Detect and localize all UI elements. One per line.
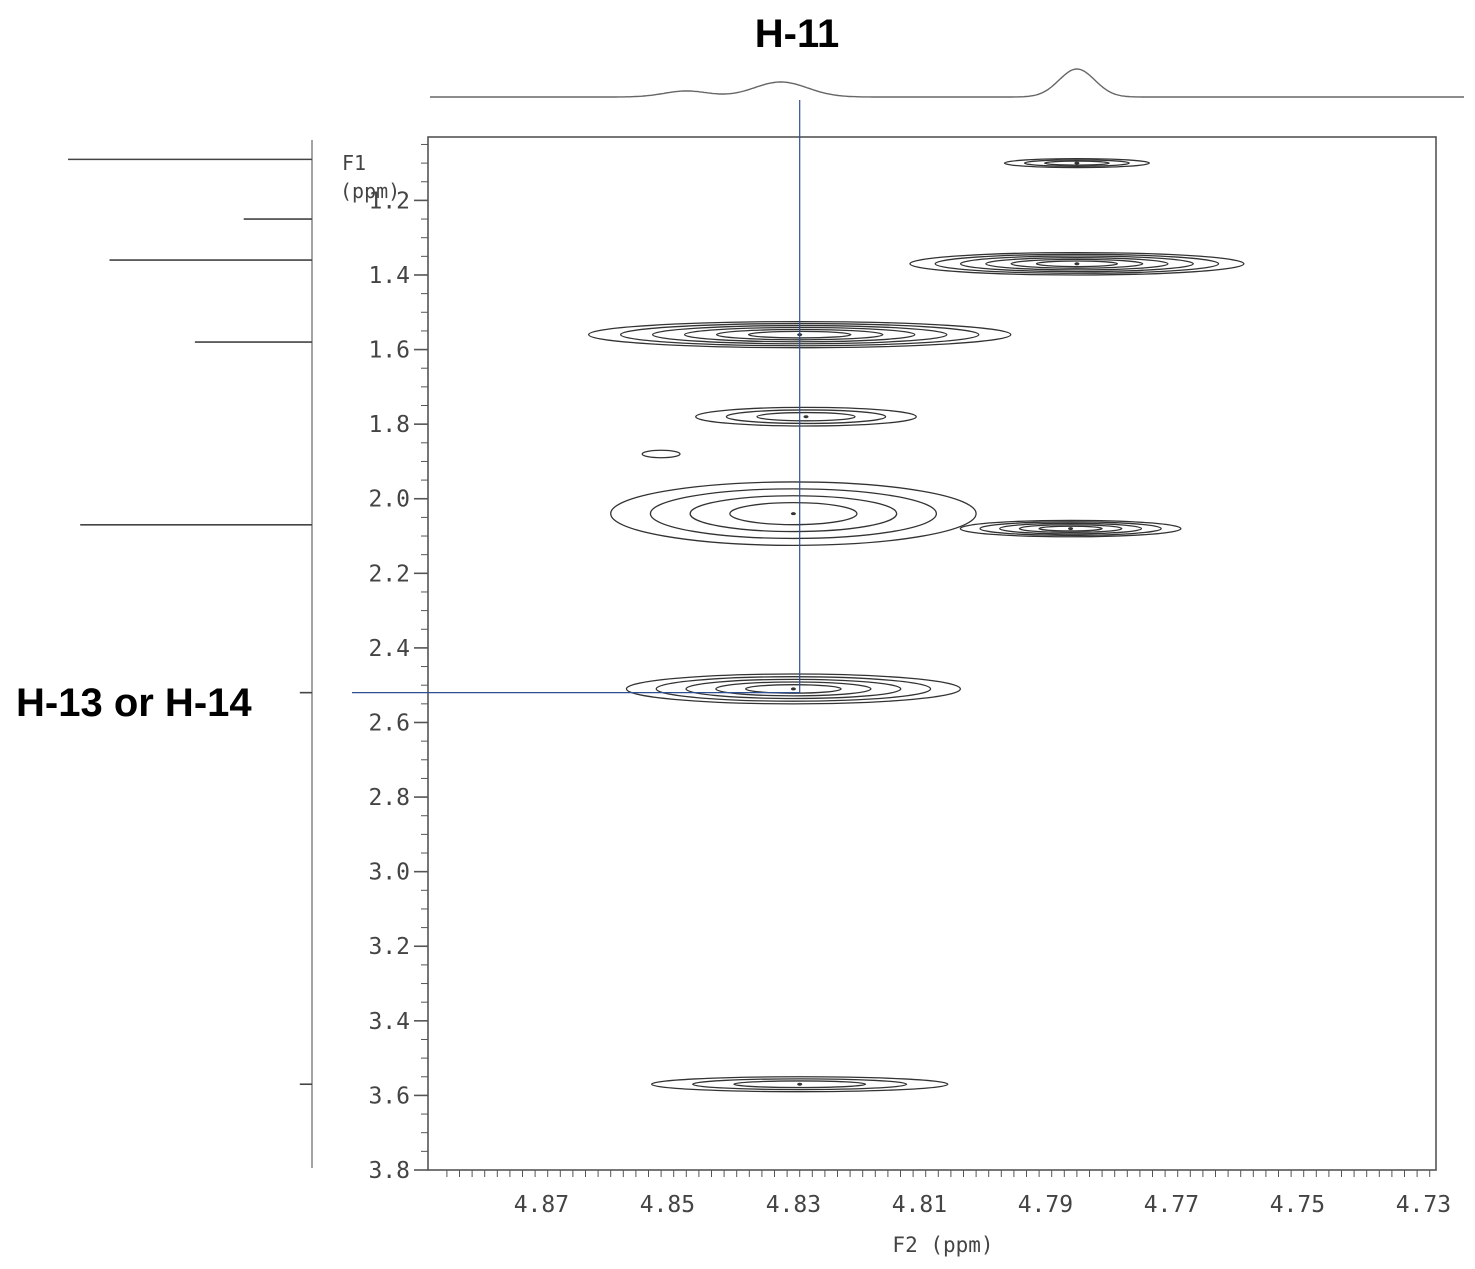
contour-level bbox=[1038, 525, 1103, 532]
contour-level bbox=[729, 501, 858, 526]
y-tick-label: 3.4 bbox=[368, 1009, 410, 1035]
contour-level bbox=[909, 251, 1245, 276]
y-axis-label-unit: (ppm) bbox=[340, 179, 400, 203]
x-tick-label: 4.77 bbox=[1144, 1192, 1199, 1218]
contour-level bbox=[979, 521, 1162, 536]
peak-center bbox=[790, 512, 796, 516]
x-tick-label: 4.81 bbox=[892, 1192, 947, 1218]
x-tick-label: 4.79 bbox=[1018, 1192, 1073, 1218]
contour-level bbox=[999, 522, 1143, 535]
y-tick-label: 1.2 bbox=[368, 188, 410, 214]
x-tick-label: 4.87 bbox=[514, 1192, 569, 1218]
contour-level bbox=[1003, 157, 1151, 169]
contour-level bbox=[1023, 159, 1130, 167]
contour-level bbox=[689, 495, 898, 533]
contour-level bbox=[959, 519, 1182, 538]
contour-level bbox=[692, 1078, 908, 1091]
y-tick-label: 2.4 bbox=[368, 636, 410, 662]
cross-peak bbox=[641, 449, 681, 459]
contour-level bbox=[651, 1076, 949, 1093]
contour-level bbox=[625, 673, 962, 705]
f2-projection-line bbox=[430, 68, 1464, 98]
contour-level bbox=[1018, 524, 1123, 534]
contour-level bbox=[725, 409, 887, 425]
y-tick-label: 2.2 bbox=[368, 561, 410, 587]
cross-peak-contours bbox=[588, 157, 1245, 1093]
peak-center bbox=[1068, 527, 1074, 531]
contour-level bbox=[1044, 160, 1110, 166]
peak-center bbox=[1074, 262, 1080, 266]
contour-level bbox=[959, 255, 1194, 273]
cross-peak bbox=[1003, 157, 1151, 169]
contour-level bbox=[649, 488, 938, 540]
contour-level bbox=[985, 257, 1169, 271]
contour-level bbox=[610, 481, 977, 547]
plot-frame bbox=[427, 136, 1437, 1171]
cross-peak bbox=[909, 251, 1245, 276]
contour-level bbox=[695, 406, 917, 427]
cross-peak bbox=[959, 519, 1182, 538]
h11-annotation: H-11 bbox=[755, 12, 840, 56]
y-tick-label: 2.8 bbox=[368, 785, 410, 811]
contour-level bbox=[685, 678, 902, 700]
y-tick-label: 3.2 bbox=[368, 934, 410, 960]
y-tick-label: 3.0 bbox=[368, 860, 410, 886]
x-axis-label: F2 (ppm) bbox=[892, 1233, 993, 1257]
contour-level bbox=[655, 676, 932, 702]
y-tick-label: 2.0 bbox=[368, 487, 410, 513]
cross-peak bbox=[695, 406, 917, 427]
x-tick-label: 4.85 bbox=[640, 1192, 695, 1218]
contour-level bbox=[1010, 258, 1144, 269]
y-tick-label: 2.6 bbox=[368, 710, 410, 736]
correlation-guides bbox=[352, 100, 801, 694]
contour-level bbox=[934, 253, 1220, 274]
x-tick-label: 4.75 bbox=[1270, 1192, 1325, 1218]
contour-level bbox=[733, 1080, 867, 1089]
y-tick-label: 1.4 bbox=[368, 263, 410, 289]
y-axis-ticks: 1.2 1.4 1.6 1.8 2.0 2.2 2.4 2.6 2.8 3.0 3.2 3.4 3.6 3… bbox=[368, 143, 428, 1184]
y-tick-label: 3.6 bbox=[368, 1083, 410, 1109]
f2-projection-trace bbox=[430, 68, 1464, 98]
y-tick-label: 3.8 bbox=[368, 1158, 410, 1184]
x-tick-label: 4.73 bbox=[1396, 1192, 1451, 1218]
peak-center bbox=[1074, 161, 1080, 165]
peak-center bbox=[803, 415, 809, 419]
f1-projection-trace bbox=[68, 140, 313, 1168]
contour-level bbox=[756, 411, 856, 422]
x-axis-ticks: 4.87 4.85 4.83 4.81 4.79 4.77 4.75 4.73 bbox=[446, 1170, 1451, 1218]
contour-level bbox=[715, 681, 872, 697]
peak-center bbox=[797, 1082, 803, 1086]
y-tick-label: 1.8 bbox=[368, 412, 410, 438]
y-tick-label: 1.6 bbox=[368, 338, 410, 364]
x-tick-label: 4.83 bbox=[766, 1192, 821, 1218]
contour-level bbox=[1035, 260, 1119, 268]
cross-peak bbox=[651, 1076, 949, 1093]
h13-h14-annotation: H-13 or H-14 bbox=[16, 681, 252, 725]
contour-level bbox=[641, 449, 681, 459]
y-axis-label-f1: F1 bbox=[342, 151, 366, 175]
cross-peak bbox=[610, 481, 977, 547]
peak-center bbox=[790, 687, 796, 691]
